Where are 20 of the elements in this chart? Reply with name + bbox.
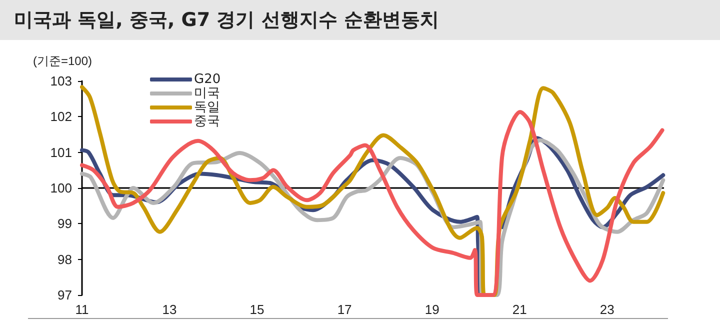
x-tick-label: 13 [162,302,177,317]
x-tick-label: 17 [337,302,352,317]
legend-label: 미국 [194,86,220,101]
y-tick-label: 97 [58,288,72,302]
x-tick-label: 19 [424,302,440,317]
legend-label: 독일 [194,100,220,115]
y-tick-label: 102 [50,109,72,124]
legend-label: 중국 [194,114,220,129]
x-tick-label: 21 [512,302,527,317]
y-tick-label: 100 [50,180,72,196]
x-tick-label: 23 [600,302,614,317]
y-tick-label: 103 [50,74,72,88]
y-tick-label: 99 [58,216,72,232]
y-tick-label: 98 [58,252,72,267]
y-axis-title: (기준=100) [32,54,92,68]
x-tick-label: 15 [250,302,264,317]
chart-title: 미국과 독일, 중국, G7 경기 선행지수 순환변동치 [14,8,439,33]
x-tick-label: 11 [75,302,89,317]
legend-label: G20 [194,72,221,87]
y-tick-label: 101 [50,144,72,160]
